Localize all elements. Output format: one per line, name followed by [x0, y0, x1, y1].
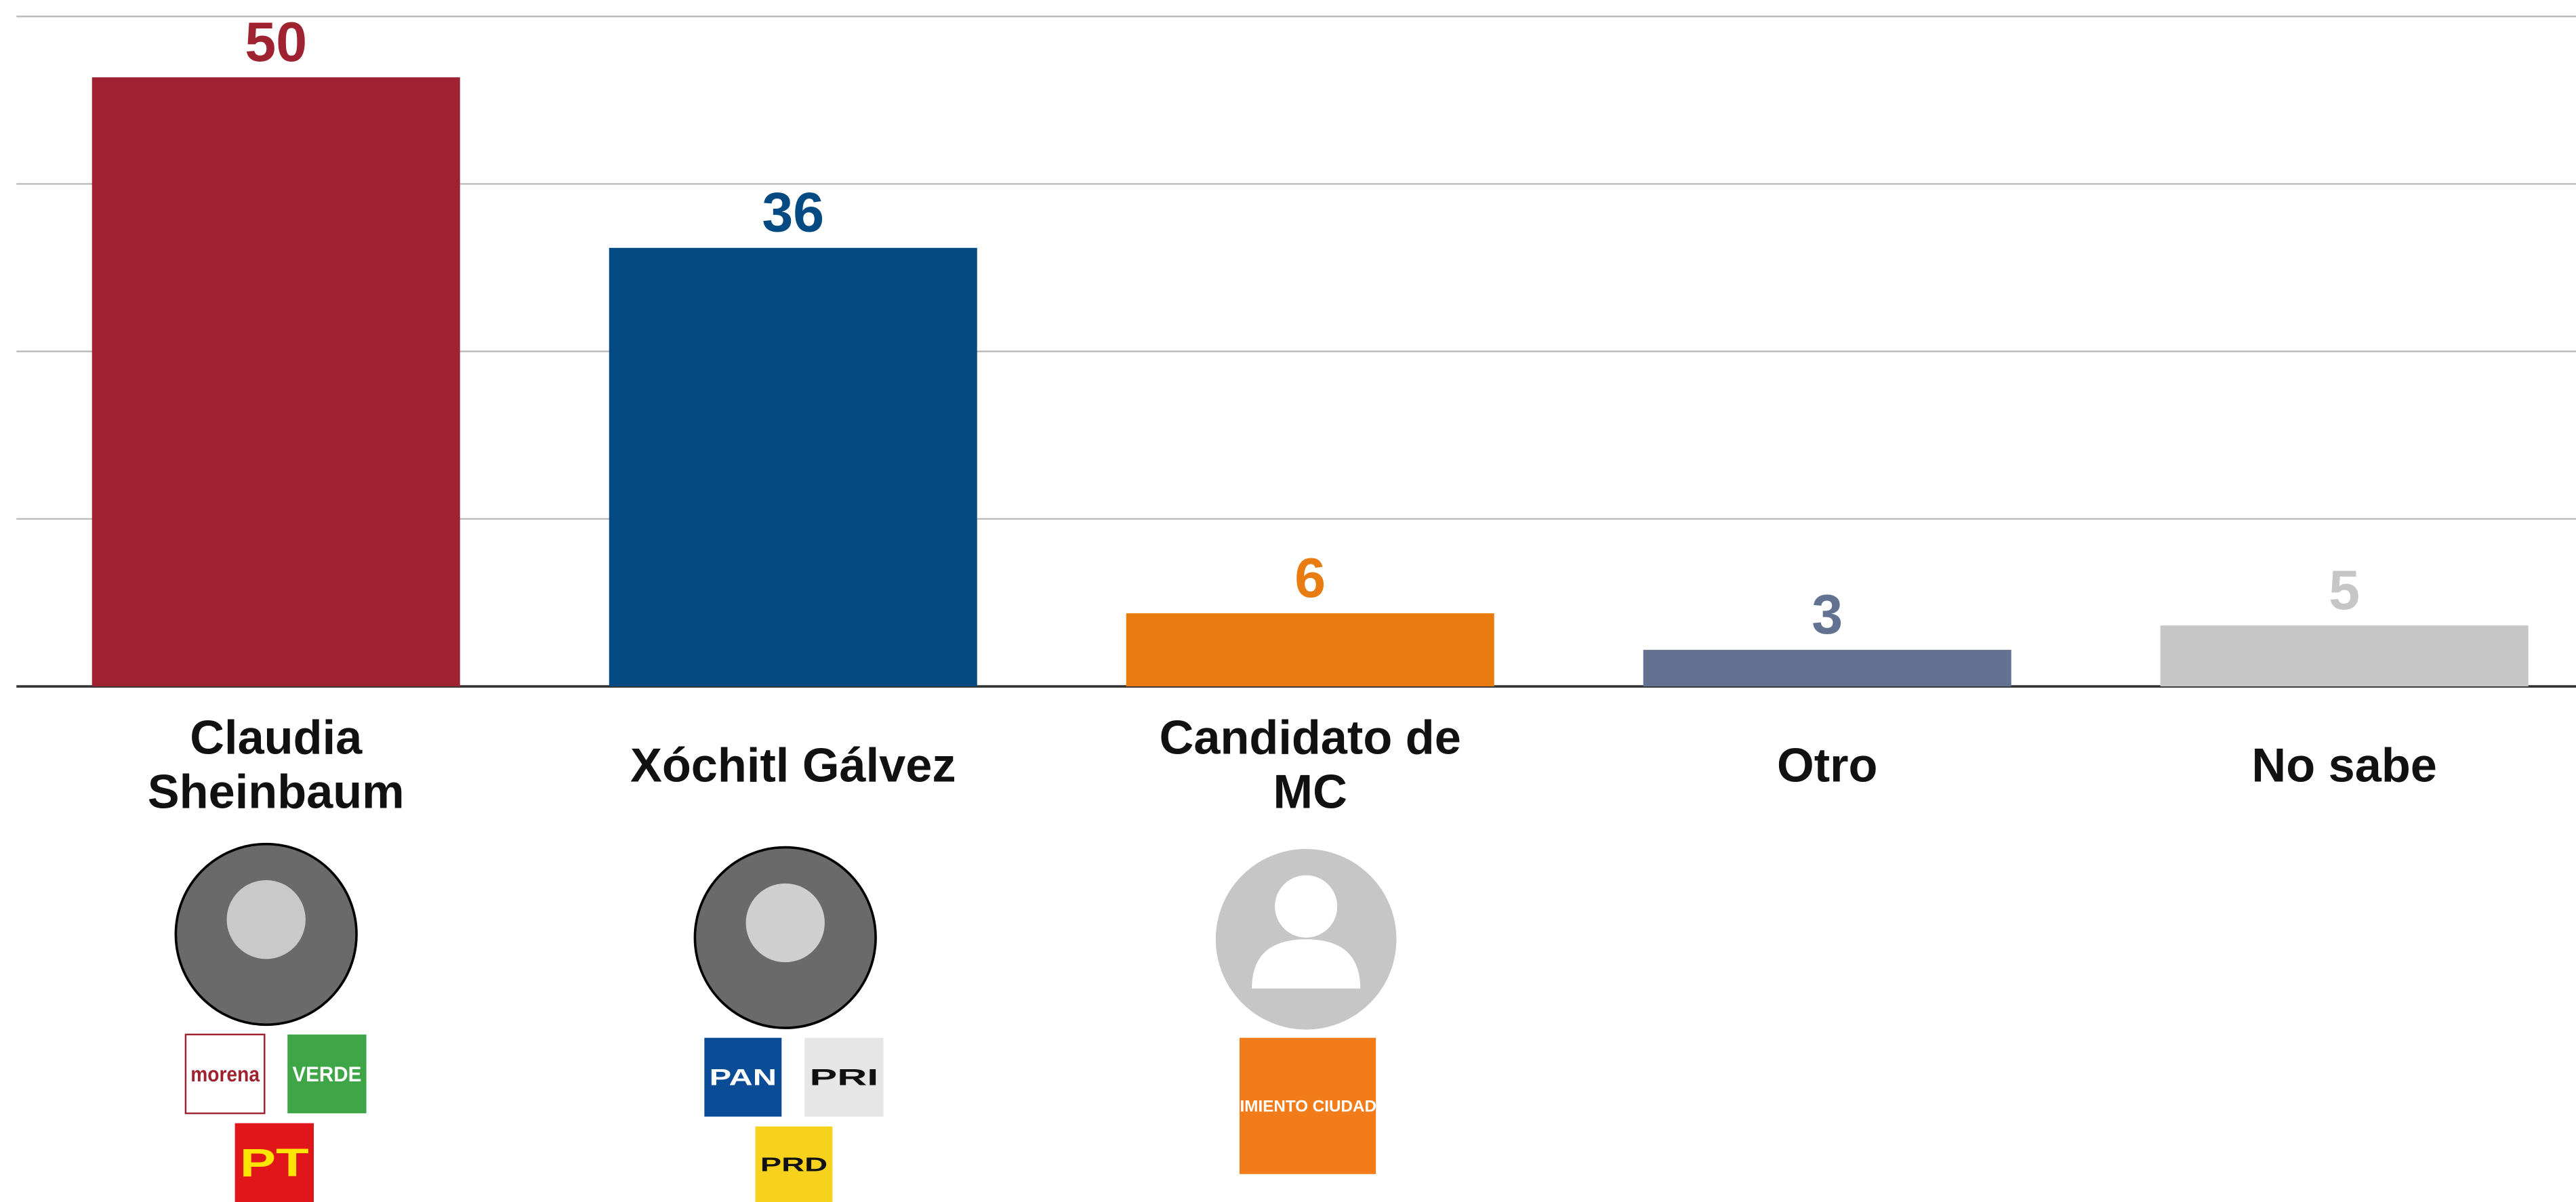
bar: [609, 248, 977, 686]
category-label-box: Otro: [1638, 709, 2016, 841]
party-logo-text: VERDE: [292, 1062, 361, 1086]
party-logo-text: PT: [240, 1141, 309, 1185]
category-label-box: No sabe: [2155, 709, 2533, 841]
value-label: 36: [762, 182, 824, 244]
value-label: 5: [2329, 559, 2360, 621]
x-tick-label: Candidato de MC: [1134, 709, 1487, 825]
value-label: 3: [1812, 583, 1843, 646]
bar: [1643, 650, 2011, 686]
placeholder-head: [1275, 875, 1337, 938]
chart: 50Claudia SheinbaummorenaVERDEPT36Xóchit…: [0, 0, 2576, 1202]
category-label-box: Claudia Sheinbaum: [87, 709, 465, 841]
party-logo-text: PRI: [809, 1065, 878, 1091]
category-label-box: Candidato de MC: [1121, 709, 1499, 841]
photos: [176, 844, 1396, 1030]
x-tick-label: No sabe: [2168, 709, 2521, 825]
photo-face: [746, 884, 825, 962]
party-logo-text: PAN: [710, 1065, 777, 1091]
photo-face: [227, 880, 306, 959]
party-logo-text: PRD: [760, 1154, 827, 1176]
page: 50Claudia SheinbaummorenaVERDEPT36Xóchit…: [0, 0, 2576, 1202]
value-label: 6: [1294, 547, 1326, 609]
x-tick-label: Xóchitl Gálvez: [617, 709, 970, 825]
category-label-box: Xóchitl Gálvez: [604, 709, 982, 841]
x-tick-label: Claudia Sheinbaum: [100, 709, 453, 825]
value-label: 50: [245, 11, 307, 73]
bar: [2161, 625, 2529, 686]
party-logo-text: MOVIMIENTO CIUDADANO: [1202, 1098, 1412, 1116]
bar: [92, 77, 460, 686]
bar: [1126, 613, 1494, 686]
x-tick-label: Otro: [1651, 709, 2004, 825]
party-logo-text: morena: [190, 1062, 260, 1086]
